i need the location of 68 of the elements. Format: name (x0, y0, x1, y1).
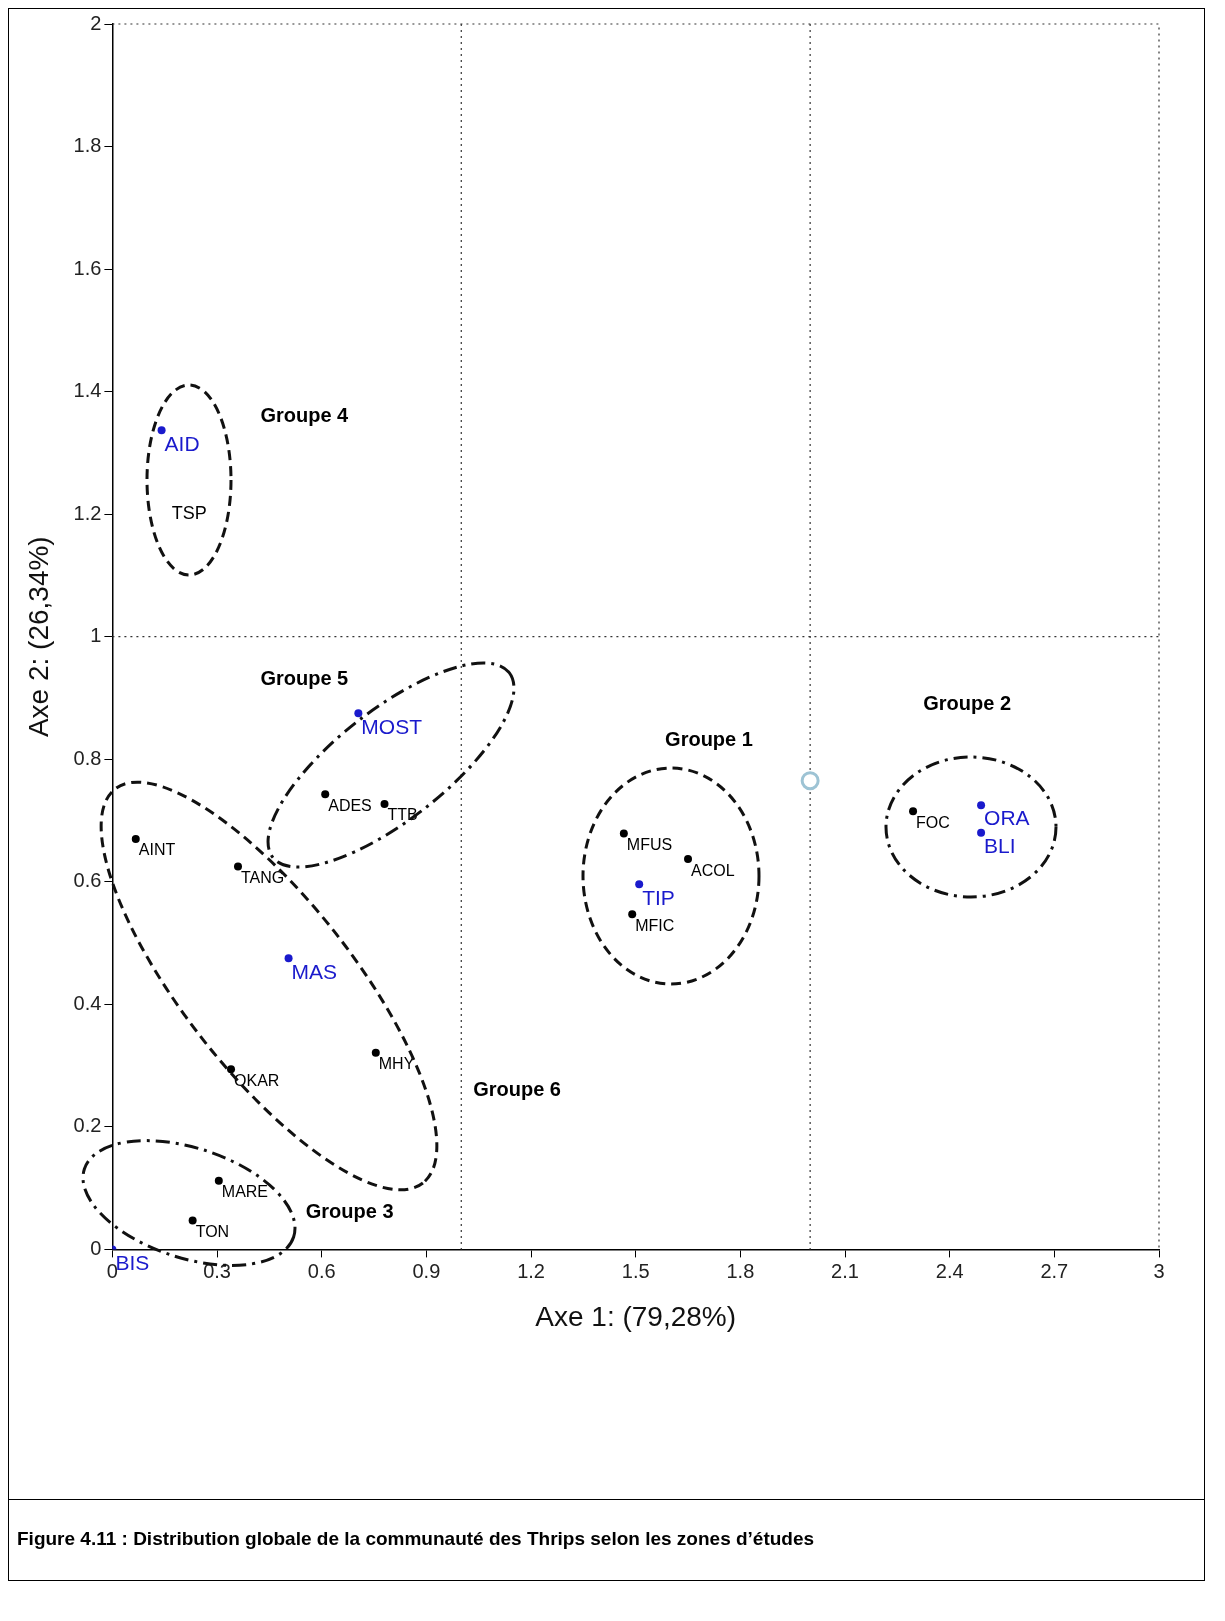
point (371, 1048, 380, 1057)
annotation: TSP (171, 503, 207, 524)
data-label: TON (195, 1223, 230, 1241)
y-tick-label: 1 (90, 624, 102, 647)
point (380, 799, 389, 808)
point (628, 910, 637, 919)
point (284, 954, 293, 963)
point (233, 862, 242, 871)
point (684, 855, 693, 864)
x-tick-label: 2.7 (1040, 1259, 1069, 1282)
point (354, 709, 363, 718)
data-label: OKAR (234, 1071, 280, 1089)
data-label: FOC (916, 813, 950, 831)
y-axis-title: Axe 2: (26,34%) (22, 536, 54, 738)
x-axis-title: Axe 1: (79,28%) (535, 1300, 737, 1332)
point (157, 426, 166, 435)
point (321, 790, 330, 799)
point (214, 1176, 223, 1185)
annotation: Groupe 2 (923, 691, 1012, 714)
annotation: Groupe 6 (473, 1077, 561, 1100)
data-label: TIP (642, 885, 675, 909)
point (977, 828, 986, 837)
data-label: MARE (221, 1183, 269, 1201)
data-label: AID (164, 431, 200, 455)
data-label: TANG (240, 868, 285, 886)
data-label: MHY (378, 1055, 415, 1073)
x-tick-label: 2.4 (935, 1259, 964, 1282)
x-tick-label: 0 (106, 1259, 118, 1282)
y-tick-label: 0.8 (73, 746, 102, 769)
y-tick-label: 0.4 (73, 991, 102, 1014)
x-tick-label: 1.2 (517, 1259, 545, 1282)
x-tick-label: 1.5 (621, 1259, 650, 1282)
data-label: MAS (291, 959, 338, 983)
point (619, 829, 628, 838)
point (188, 1216, 197, 1225)
y-tick-label: 0.2 (73, 1114, 102, 1137)
data-label: TTB (387, 806, 418, 824)
annotation: Groupe 5 (260, 667, 349, 690)
x-tick-label: 0.9 (412, 1259, 441, 1282)
annotation: Groupe 4 (260, 403, 350, 426)
data-label: MFUS (626, 835, 673, 853)
y-tick-label: 1.4 (73, 379, 102, 402)
data-label: MOST (361, 714, 423, 738)
x-tick-label: 0.6 (307, 1259, 336, 1282)
x-tick-label: 2.1 (831, 1259, 859, 1282)
data-label: ADES (328, 796, 372, 814)
y-tick-label: 0.6 (73, 869, 102, 892)
point (800, 771, 820, 791)
y-tick-label: 2 (90, 11, 102, 34)
x-tick-label: 3 (1153, 1259, 1165, 1282)
point (977, 801, 986, 810)
data-label: ORA (984, 806, 1030, 830)
y-tick-label: 1.8 (73, 134, 102, 157)
point (635, 880, 644, 889)
data-label: MFIC (635, 916, 675, 934)
annotation: Groupe 3 (305, 1200, 394, 1223)
y-tick-label: 0 (90, 1236, 102, 1259)
y-tick-label: 1.2 (73, 501, 102, 524)
data-label: BLI (984, 834, 1016, 858)
point (227, 1065, 236, 1074)
caption: Figure 4.11 : Distribution globale de la communauté des Thrips selon les zones d’études (17, 1528, 816, 1550)
y-tick-label: 1.6 (73, 256, 102, 279)
x-tick-label: 1.8 (726, 1259, 755, 1282)
data-label: ACOL (691, 861, 735, 879)
annotation: Groupe 1 (665, 728, 753, 751)
point (909, 807, 918, 816)
data-label: AINT (138, 841, 176, 859)
point (131, 834, 140, 843)
